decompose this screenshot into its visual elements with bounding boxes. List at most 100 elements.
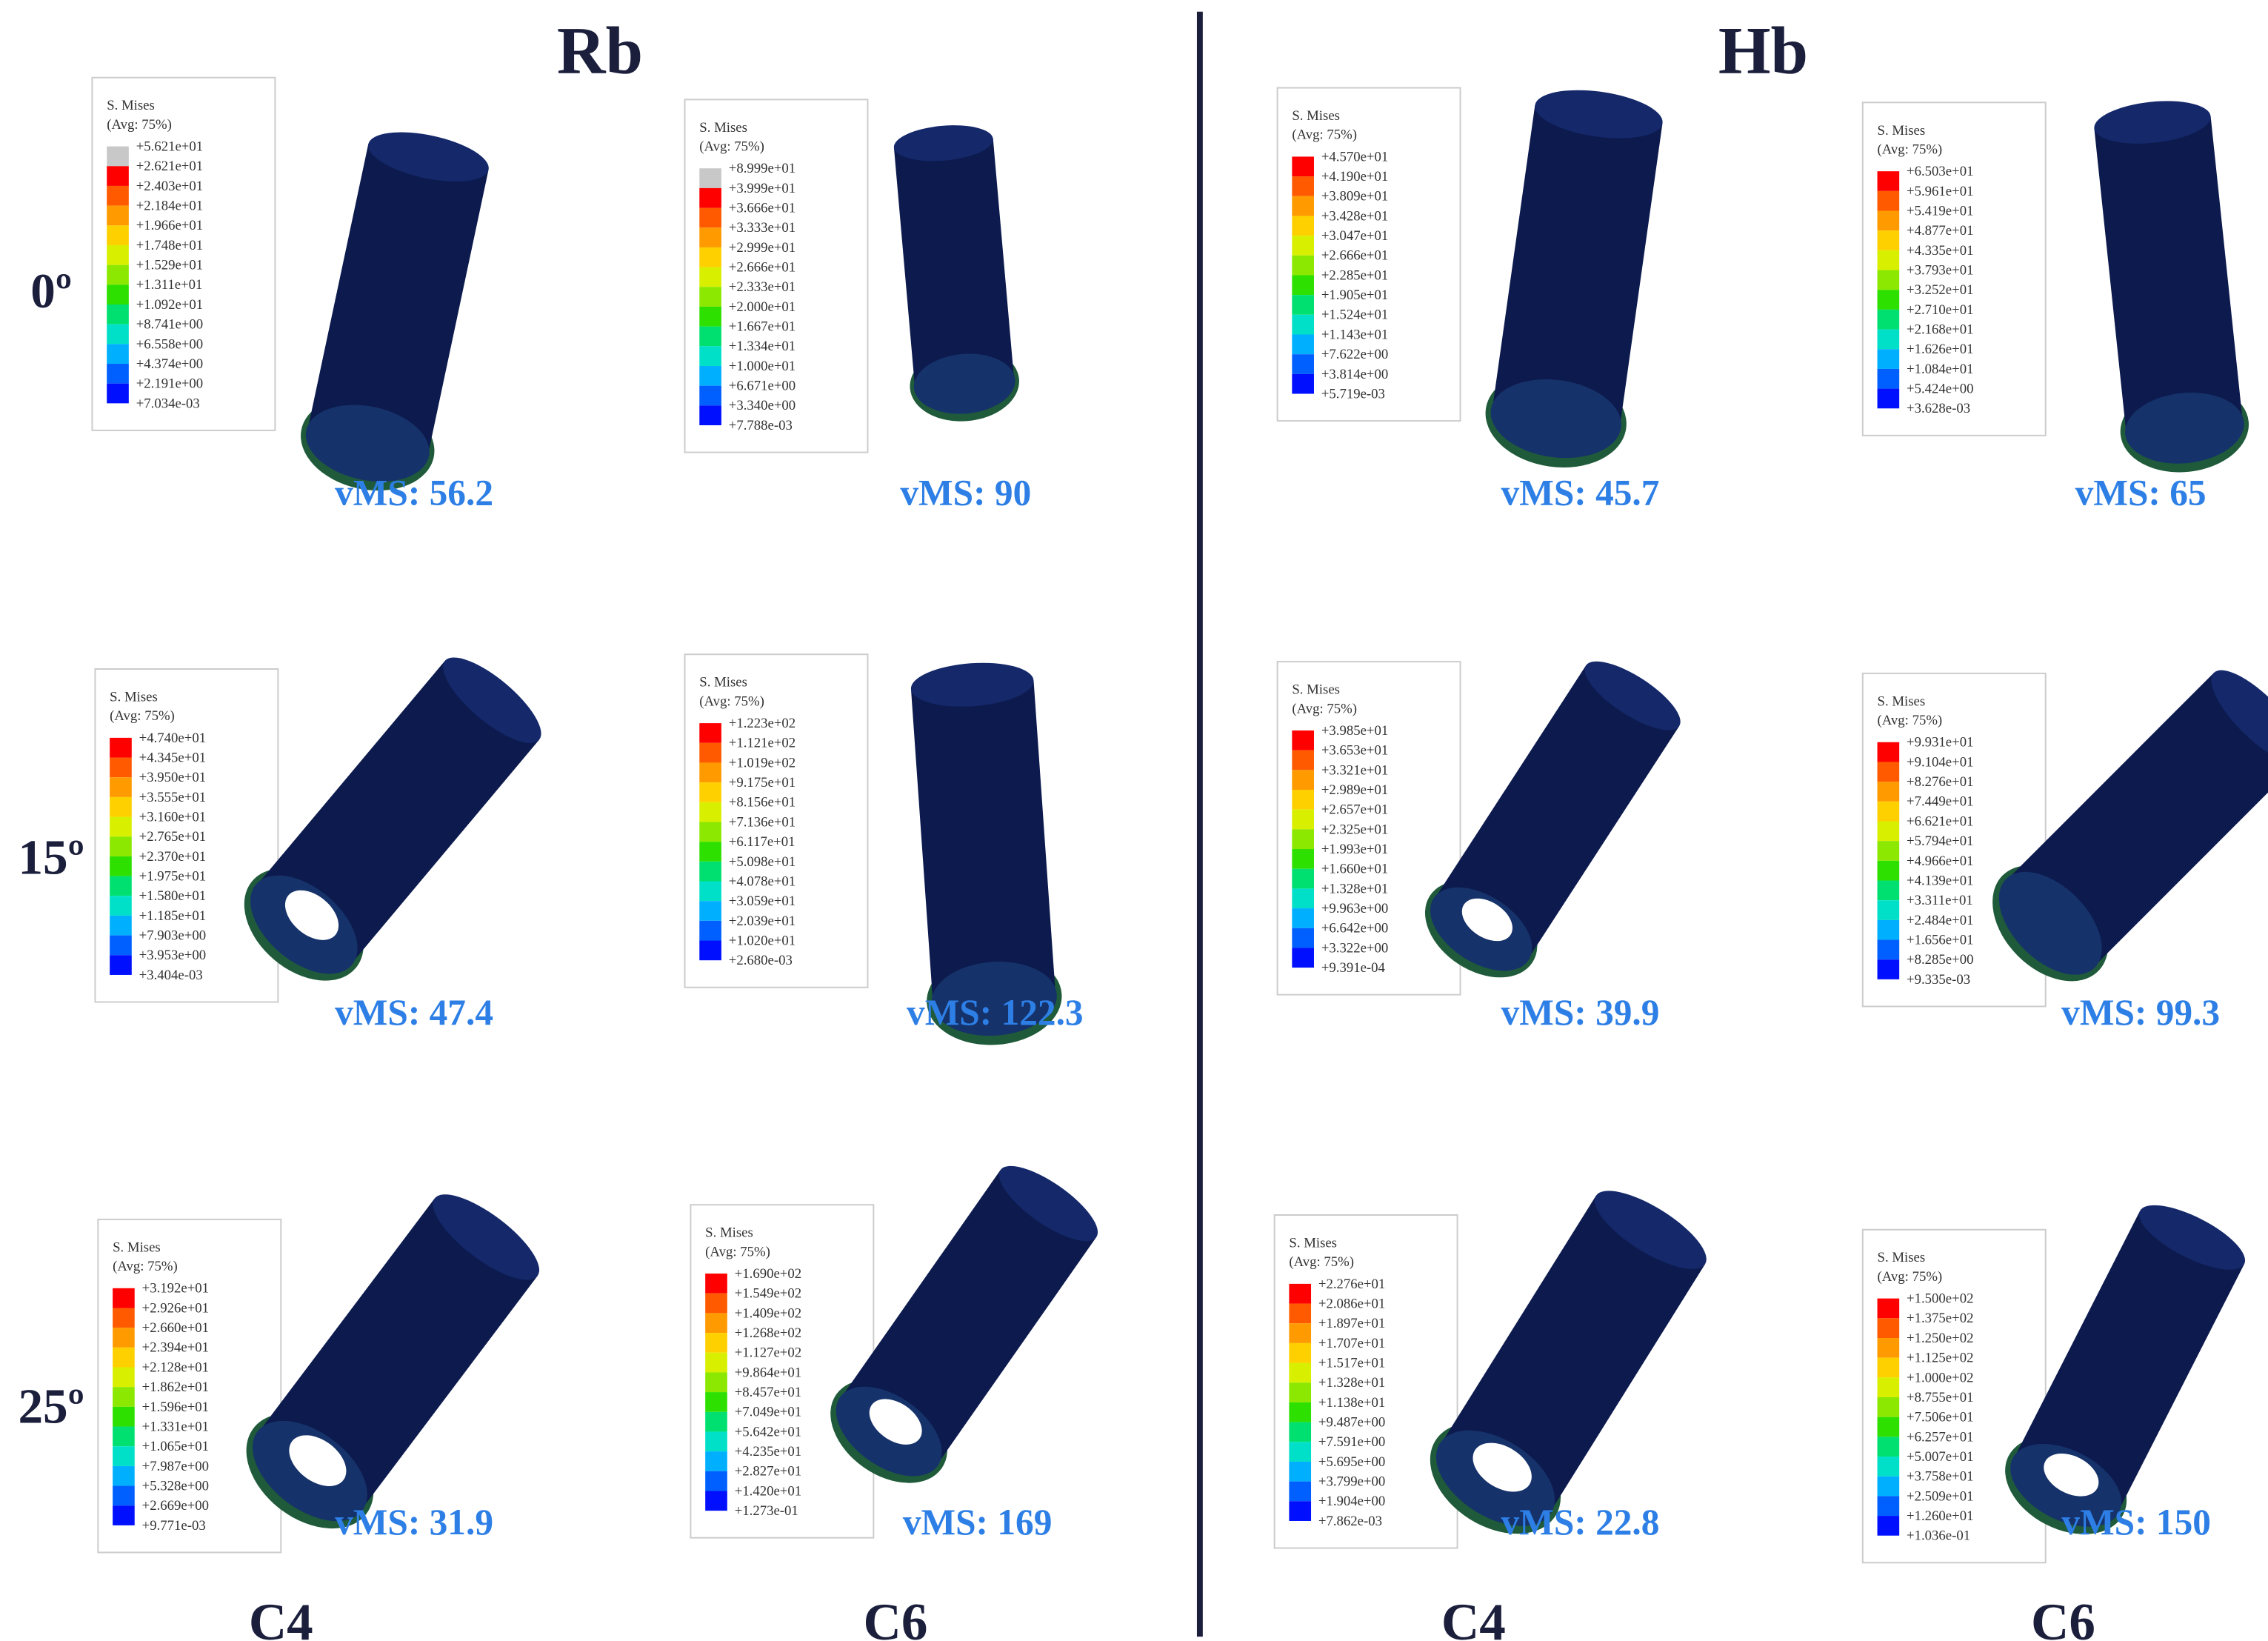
color-block: [699, 822, 721, 842]
legend-value: +8.156e+01: [729, 795, 796, 810]
color-block: [1292, 275, 1314, 296]
color-block: [107, 284, 129, 304]
legend-title: S. Mises: [1878, 693, 1926, 709]
color-block: [699, 365, 721, 386]
legend-value: +1.311e+01: [136, 277, 203, 293]
legend-value: +1.748e+01: [136, 238, 203, 253]
color-block: [1289, 1283, 1312, 1304]
model: [830, 1165, 1098, 1483]
color-block: [1877, 1417, 1900, 1437]
legend-value: +1.328e+01: [1321, 881, 1388, 896]
model-body: [1492, 105, 1663, 428]
color-block: [705, 1274, 727, 1294]
legend-value: +7.591e+00: [1318, 1434, 1385, 1450]
legend-value: +1.331e+01: [142, 1419, 209, 1434]
legend-subtitle: (Avg: 75%): [705, 1244, 770, 1259]
color-block: [1292, 829, 1314, 850]
legend-value: +2.989e+01: [1321, 782, 1388, 798]
legend-value: +2.403e+01: [136, 179, 203, 194]
color-block: [1292, 888, 1314, 909]
color-block: [699, 940, 721, 961]
color-block: [699, 742, 721, 763]
color-block: [1877, 880, 1900, 901]
model: [1424, 661, 1681, 978]
color-block: [113, 1406, 135, 1427]
color-block: [1877, 1476, 1900, 1497]
legend-value: +6.558e+00: [136, 336, 203, 352]
legend-value: +4.235e+01: [735, 1444, 801, 1459]
color-block: [1877, 959, 1900, 979]
legend-value: +3.653e+01: [1321, 743, 1388, 759]
legend-value: +3.950e+01: [139, 770, 206, 785]
model-top: [1584, 661, 1681, 730]
legend-title: S. Mises: [1292, 108, 1340, 124]
legend-subtitle: (Avg: 75%): [1878, 1269, 1943, 1285]
legend-value: +6.257e+01: [1907, 1429, 1973, 1445]
color-block: [1292, 156, 1314, 177]
color-block: [1292, 770, 1314, 790]
legend-value: +2.926e+01: [142, 1300, 209, 1316]
model-body: [910, 680, 1056, 1003]
model-hole: [1461, 898, 1512, 942]
legend: S. Mises (Avg: 75%) +9.931e+01 +9.104e+01 +8…: [1861, 672, 2047, 1008]
vms-label: vMS: 65: [2075, 473, 2207, 513]
legend-value: +1.036e-01: [1907, 1528, 1970, 1544]
column-label: C6: [2031, 1594, 2095, 1641]
legend-value: +2.669e+00: [142, 1498, 209, 1514]
legend-value: +3.333e+01: [729, 220, 796, 236]
legend-subtitle: (Avg: 75%): [1292, 127, 1357, 143]
color-block: [1289, 1442, 1312, 1462]
color-block: [699, 287, 721, 307]
color-block: [1292, 908, 1314, 928]
color-block: [1289, 1481, 1312, 1502]
legend-value: +5.007e+01: [1907, 1449, 1973, 1465]
color-block: [113, 1367, 135, 1388]
legend-value: +3.999e+01: [729, 181, 796, 196]
color-block: [107, 166, 129, 186]
legend-value: +9.175e+01: [729, 775, 796, 790]
legend: S. Mises (Avg: 75%) +4.740e+01 +4.345e+01 +3…: [94, 668, 279, 1003]
color-block: [110, 915, 132, 936]
header: Hb: [1718, 13, 1808, 88]
vms-label: vMS: 122.3: [907, 992, 1084, 1033]
legend-value: +4.966e+01: [1907, 853, 1973, 869]
color-block: [1289, 1362, 1312, 1383]
legend-value: +7.788e-03: [729, 418, 793, 433]
legend: S. Mises (Avg: 75%) +6.503e+01 +5.961e+01 +5…: [1861, 101, 2047, 436]
legend-value: +4.190e+01: [1321, 169, 1388, 184]
color-block: [1877, 919, 1900, 940]
legend-value: +3.555e+01: [139, 790, 206, 805]
legend-value: +3.953e+00: [139, 948, 206, 963]
color-block: [113, 1328, 135, 1348]
color-block: [1877, 801, 1900, 822]
color-block: [705, 1471, 727, 1491]
color-block: [113, 1288, 135, 1308]
model-top: [998, 1165, 1098, 1242]
model: [1430, 1191, 1707, 1534]
legend-subtitle: (Avg: 75%): [1289, 1254, 1354, 1270]
model-base-rim: [1490, 379, 1621, 459]
model: [2005, 1205, 2246, 1534]
color-block: [107, 364, 129, 384]
vms-label: vMS: 99.3: [2061, 992, 2220, 1033]
color-block: [699, 168, 721, 188]
color-block: [113, 1426, 135, 1447]
header: Rb: [557, 13, 643, 88]
legend-value: +2.333e+01: [729, 279, 796, 295]
model-body: [259, 1198, 538, 1510]
legend-value: +3.628e-03: [1907, 401, 1970, 416]
legend-value: +1.019e+02: [729, 755, 796, 770]
legend-value: +6.621e+01: [1907, 813, 1973, 829]
legend-value: +2.086e+01: [1318, 1296, 1385, 1311]
legend-value: +8.741e+00: [136, 317, 203, 333]
color-block: [113, 1308, 135, 1328]
color-block: [1877, 309, 1900, 330]
legend-value: +7.049e+01: [735, 1405, 801, 1420]
vms-label: vMS: 45.7: [1501, 473, 1660, 513]
legend-value: +1.092e+01: [136, 297, 203, 313]
legend-subtitle: (Avg: 75%): [1292, 701, 1357, 716]
color-block: [699, 326, 721, 347]
legend: S. Mises (Avg: 75%) +1.690e+02 +1.549e+02 +1…: [690, 1204, 875, 1539]
color-block: [113, 1485, 135, 1506]
